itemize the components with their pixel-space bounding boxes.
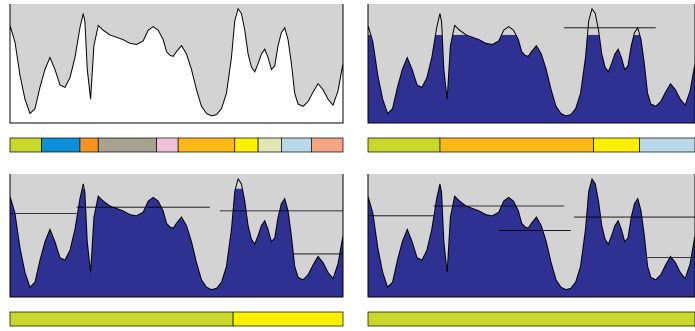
flood-water — [10, 188, 343, 297]
region-segment-9 — [281, 137, 312, 153]
terrain-outline — [367, 7, 695, 117]
region-segment-2 — [439, 137, 594, 153]
region-segment-1 — [367, 137, 441, 153]
region-segment-3 — [593, 137, 640, 153]
region-segment-4 — [97, 137, 157, 153]
region-segment-8 — [257, 137, 282, 153]
panel-4 — [367, 174, 695, 327]
region-segment-6 — [177, 137, 236, 153]
terrain-outline — [9, 7, 344, 117]
region-segment-5 — [156, 137, 179, 153]
region-segment-10 — [311, 137, 344, 153]
panel-frame — [9, 174, 344, 298]
flood-water — [368, 34, 695, 123]
region-segment-4 — [639, 137, 695, 153]
panel-3 — [9, 174, 344, 327]
terrain-surface — [368, 4, 695, 116]
panel-frame — [9, 4, 344, 124]
region-segment-1 — [367, 311, 695, 327]
terrain-outline — [367, 177, 695, 291]
terrain-outline — [9, 177, 344, 291]
region-segment-1 — [9, 137, 42, 153]
region-segment-2 — [41, 137, 81, 153]
panel-1 — [9, 4, 344, 153]
flood-water — [368, 176, 695, 297]
region-segment-2 — [232, 311, 344, 327]
panel-frame — [367, 174, 695, 298]
panel-2 — [367, 4, 695, 153]
panel-frame — [367, 4, 695, 124]
region-segment-1 — [9, 311, 234, 327]
region-segment-7 — [234, 137, 259, 153]
region-segment-3 — [79, 137, 99, 153]
terrain-surface — [10, 4, 343, 116]
